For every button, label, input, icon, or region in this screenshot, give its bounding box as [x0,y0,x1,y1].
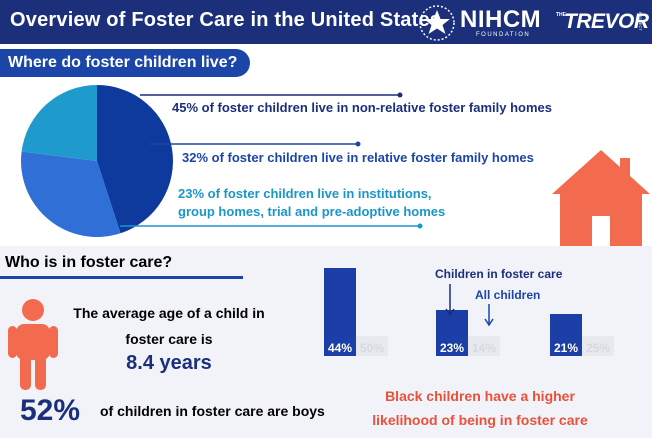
stat-institutions-line1: 23% of foster children live in instituti… [178,186,432,201]
leader-dot-2 [355,141,361,147]
house-icon [552,150,650,246]
black-children-note: Black children have a higher likelihood … [362,384,598,432]
nihcm-logo-text: NIHCM [460,6,542,33]
legend-foster-arrowhead [445,308,455,317]
trevor-logo-project: PROJECT [638,12,643,31]
boys-percent: 52% [20,394,81,427]
child-icon [8,299,58,390]
trevor-project-logo: THE TREVOR PROJECT [556,8,650,38]
bar-all-label-1: 14% [472,341,496,355]
black-note-line1: Black children have a higher [385,388,575,404]
header-bar: Overview of Foster Care in the United St… [0,0,652,44]
black-note-line2: likelihood of being in foster care [372,412,588,428]
legend-all-arrowhead [484,318,494,327]
boys-text: of children in foster care are boys [100,403,325,419]
bar-foster-care-2 [550,314,582,356]
page-title: Overview of Foster Care in the United St… [10,9,442,31]
nihcm-logo-subtext: FOUNDATION [476,32,531,38]
leader-dot-1 [397,92,403,98]
bar-foster-label-1: 23% [440,341,464,355]
nihcm-logo: NIHCM FOUNDATION [418,4,548,42]
stat-non-relative: 45% of foster children live in non-relat… [172,100,552,115]
section2-underline [0,276,243,279]
nihcm-star-icon [419,5,455,41]
section1-banner: Where do foster children live? [0,49,250,77]
living-arrangement-pie [20,85,173,237]
race-bar-chart: 44% 50% 23% 14% 21% 25% Children in foster ca… [324,267,614,356]
average-age-line1: The average age of a child in [73,305,265,321]
stat-institutions: 23% of foster children live in instituti… [178,185,445,221]
section1-question: Where do foster children live? [8,54,238,71]
bar-foster-care-1 [436,310,468,356]
bar-foster-label-0: 44% [328,341,352,355]
bar-all-children-1 [468,336,500,356]
section2-question: Who is in foster care? [5,254,173,271]
trevor-logo-the: THE [556,12,566,18]
bar-all-children-0 [356,336,388,356]
pie-slice-relative [20,151,121,237]
legend-all-children: All children [475,288,540,302]
average-age-value: 8.4 years [126,352,212,374]
trevor-logo-text: TREVOR [564,10,649,33]
bar-all-label-2: 25% [586,341,610,355]
bar-foster-label-2: 21% [554,341,578,355]
stat-institutions-line2: group homes, trial and pre-adoptive home… [178,204,446,219]
bar-all-children-2 [582,336,614,356]
legend-foster-care: Children in foster care [435,267,563,281]
stat-relative: 32% of foster children live in relative … [182,150,534,165]
pie-slice-non-relative [97,85,173,234]
bar-all-label-0: 50% [360,341,384,355]
average-age-text: The average age of a child in foster car… [62,300,276,352]
bar-foster-care-0 [324,268,356,356]
leader-dot-3 [417,223,423,229]
pie-slice-institutions [21,85,98,161]
average-age-line2: foster care is [125,331,213,347]
